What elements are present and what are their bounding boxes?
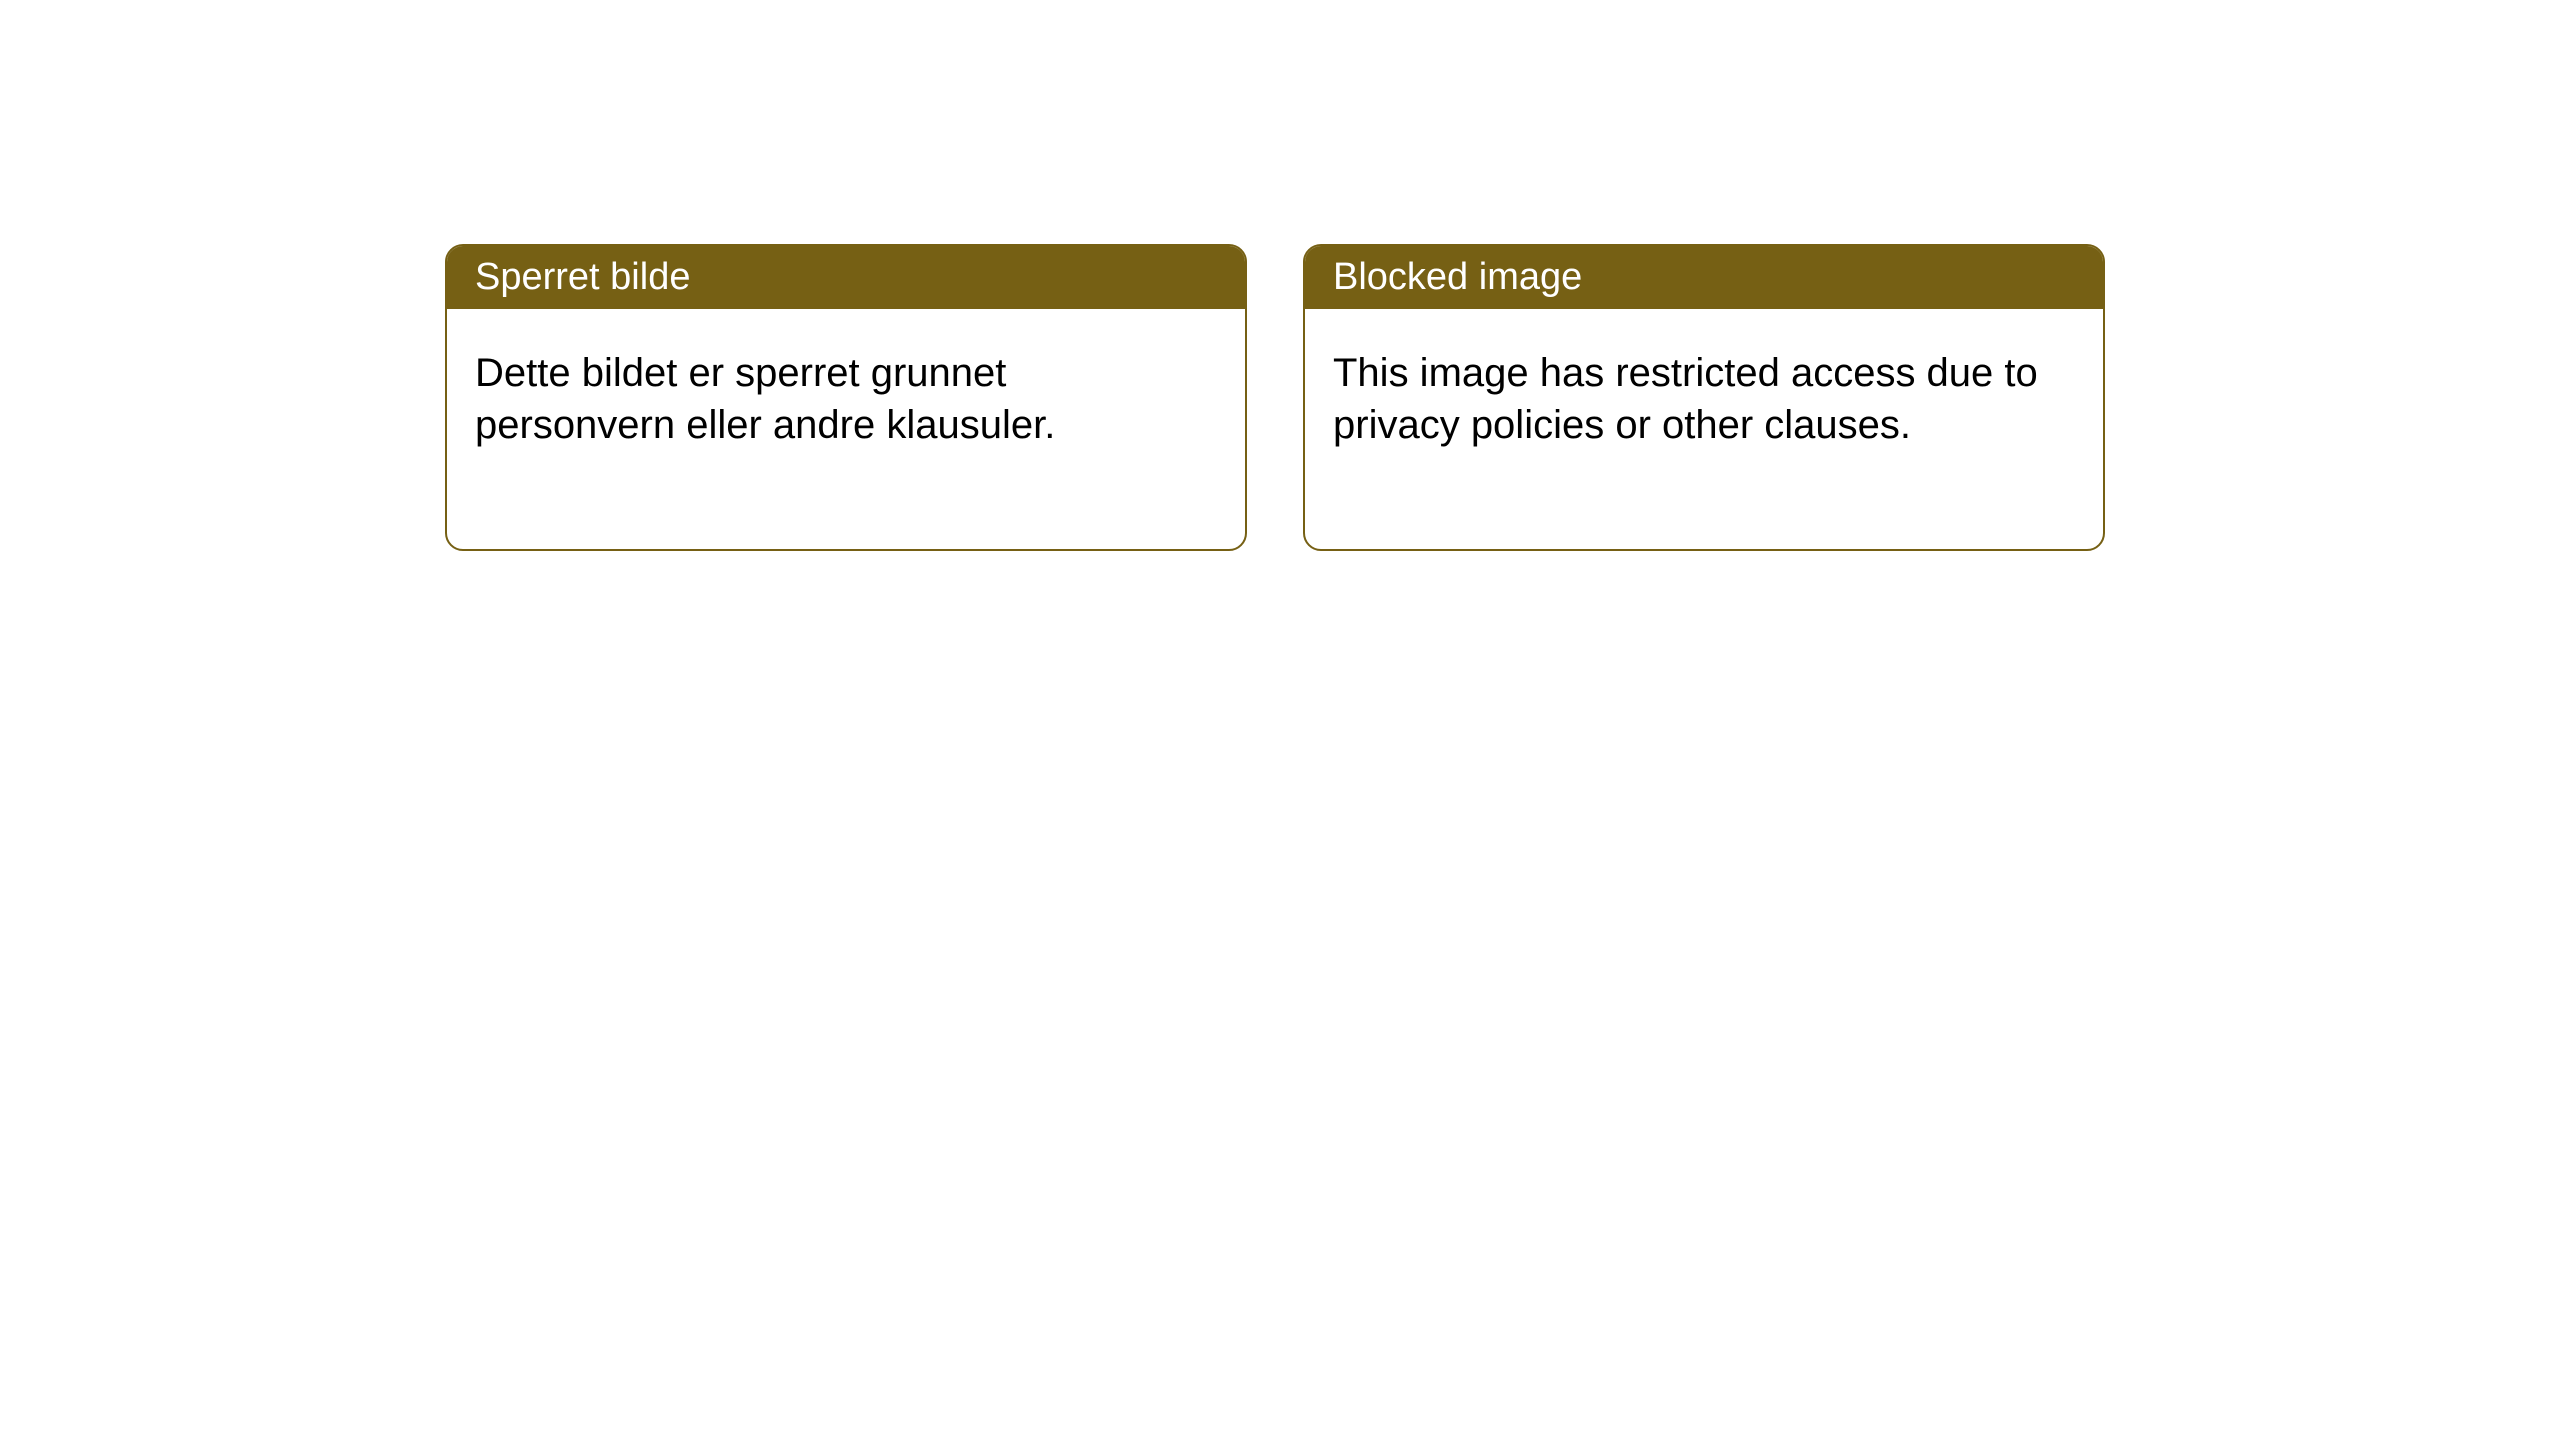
notice-card-english: Blocked image This image has restricted …	[1303, 244, 2105, 551]
notice-header: Sperret bilde	[447, 246, 1245, 309]
notice-card-norwegian: Sperret bilde Dette bildet er sperret gr…	[445, 244, 1247, 551]
notice-cards-container: Sperret bilde Dette bildet er sperret gr…	[445, 244, 2105, 551]
notice-header: Blocked image	[1305, 246, 2103, 309]
notice-body: Dette bildet er sperret grunnet personve…	[447, 309, 1245, 549]
notice-body: This image has restricted access due to …	[1305, 309, 2103, 549]
